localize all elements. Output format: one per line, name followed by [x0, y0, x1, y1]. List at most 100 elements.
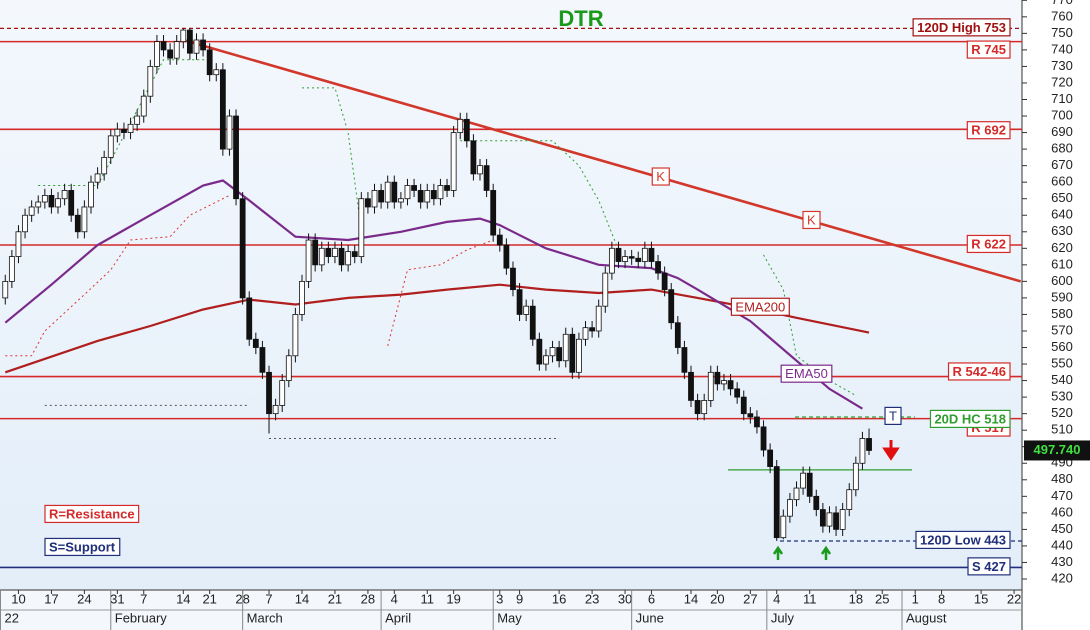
candle-body: [635, 257, 642, 262]
candle-body: [239, 198, 246, 299]
y-tick-label: 480: [1051, 471, 1073, 486]
series-label: EMA50: [785, 366, 828, 381]
trend-label: K: [807, 212, 816, 227]
level-label-box: [966, 121, 1011, 140]
candle-body: [747, 413, 754, 418]
y-tick-label: 420: [1051, 570, 1073, 585]
x-tick-label: 15: [974, 591, 988, 606]
x-tick-label: 8: [938, 591, 945, 606]
month-label: July: [771, 610, 795, 625]
x-tick-label: 23: [585, 591, 599, 606]
y-tick-label: 460: [1051, 504, 1073, 519]
y-tick-label: 450: [1051, 521, 1073, 536]
candle-body: [734, 388, 741, 398]
level-label-box: [966, 40, 1011, 59]
levels-layer: [0, 27, 1022, 569]
level-label: 20D HC 518: [934, 411, 1006, 426]
candle-body: [417, 190, 424, 203]
candle-body: [490, 190, 497, 236]
candle-body: [121, 128, 127, 133]
y-tick-label: 700: [1051, 107, 1073, 122]
trend-label: K: [656, 169, 665, 184]
candle-body: [404, 185, 411, 200]
y-tick-label: 580: [1051, 306, 1073, 321]
candle-body: [721, 380, 727, 385]
candle-body: [305, 239, 312, 282]
candle-body: [793, 487, 800, 501]
candle-body: [378, 190, 385, 203]
x-tick-label: 16: [552, 591, 566, 606]
candle-body: [134, 115, 141, 125]
candle-body: [226, 115, 233, 150]
candle-body: [477, 165, 483, 175]
x-tick-label: 21: [202, 591, 216, 606]
candle-body: [569, 333, 576, 373]
candle-body: [272, 404, 279, 415]
candle-body: [852, 462, 859, 491]
candle-body: [839, 509, 846, 530]
candle-body: [608, 247, 615, 274]
x-tick-label: 3: [496, 591, 503, 606]
candle-body: [107, 135, 114, 158]
series-line: [4, 179, 863, 410]
level-label: 120D High 753: [917, 20, 1006, 35]
candle-body: [694, 400, 701, 415]
candle-body: [615, 247, 622, 262]
candle-body: [556, 347, 563, 362]
y-tick-label: 470: [1051, 488, 1073, 503]
candle-body: [714, 371, 721, 385]
candle-body: [622, 256, 628, 262]
level-label-box: [912, 18, 1011, 37]
y-tick-label: 740: [1051, 41, 1073, 56]
x-tick-label: 27: [743, 591, 757, 606]
y-tick-label: 770: [1051, 0, 1073, 7]
candle-body: [213, 69, 220, 76]
up-arrow: [772, 545, 784, 560]
candle-body: [81, 206, 88, 233]
candle-body: [140, 95, 147, 117]
level-label-box: [915, 530, 1011, 550]
candles-layer: [2, 28, 872, 541]
candle-body: [813, 495, 820, 510]
candle-body: [450, 132, 457, 191]
x-tick-label: 28: [361, 591, 375, 606]
level-label: R 745: [971, 42, 1006, 57]
candle-body: [312, 239, 319, 266]
series-label: EMA200: [735, 299, 785, 314]
level-label: S 427: [972, 559, 1006, 574]
candle-body: [22, 214, 28, 233]
candle-body: [74, 214, 81, 233]
candle-body: [846, 489, 853, 510]
candle-body: [576, 338, 582, 373]
month-label: April: [385, 610, 411, 625]
candle-body: [299, 280, 305, 315]
candle-body: [826, 512, 833, 527]
candle-body: [154, 41, 160, 67]
candle-body: [463, 118, 470, 142]
x-tick-label: 11: [421, 591, 435, 606]
x-tick-label: 20: [710, 591, 724, 606]
x-tick-label: 14: [176, 591, 190, 606]
candle-body: [529, 305, 536, 340]
candle-body: [292, 314, 299, 357]
x-tick-label: 1: [912, 591, 919, 606]
x-tick-label: 17: [44, 591, 58, 606]
series-label-box: [730, 297, 790, 316]
candle-body: [800, 472, 806, 489]
candle-body: [536, 338, 543, 365]
chart-title: DTR: [558, 6, 603, 31]
axis-background: [1022, 0, 1090, 630]
candle-body: [55, 198, 61, 208]
candle-body: [628, 256, 635, 259]
candle-body: [562, 333, 569, 362]
candle-body: [48, 195, 55, 208]
candle-body: [457, 118, 464, 133]
y-tick-label: 650: [1051, 190, 1073, 205]
candle-body: [760, 426, 767, 451]
x-tick-label: 14: [295, 591, 309, 606]
y-tick-label: 440: [1051, 537, 1073, 552]
candle-body: [483, 165, 490, 191]
candle-body: [160, 41, 167, 51]
